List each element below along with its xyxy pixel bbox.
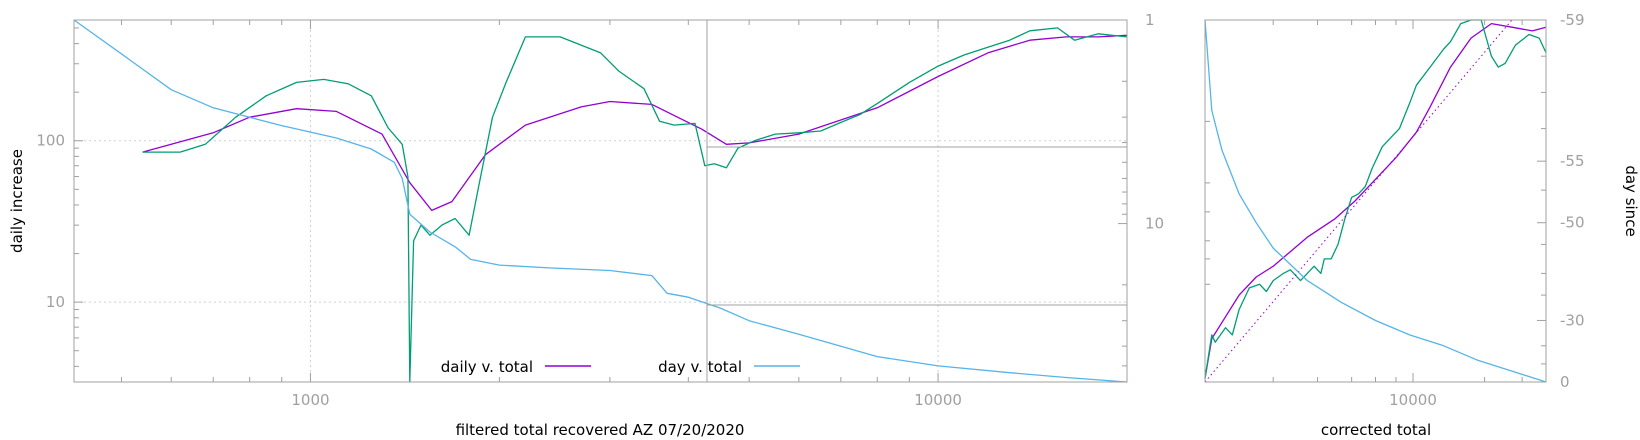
x-tick-label: 1000 (291, 391, 329, 409)
y2-tick-label: 1 (1145, 11, 1155, 29)
corrected-y2-tick-label: -55 (1560, 152, 1585, 170)
corrected-chart-ticks (1205, 19, 1546, 383)
main-chart-tick-labels: 1000 10000 100 10 1 10 (36, 11, 1164, 409)
corrected-y2-tick-label: -59 (1560, 11, 1585, 29)
main-y-axis-label: daily increase (8, 149, 26, 253)
corrected-y2-tick-label: -30 (1560, 311, 1585, 329)
main-chart-grid (74, 20, 1127, 382)
main-chart-series (73, 19, 1128, 383)
daily-v-total-fit-line (142, 34, 1128, 212)
legend-label-day: day v. total (658, 358, 742, 376)
corrected-y2-tick-label: -50 (1560, 214, 1585, 232)
y2-tick-label: 10 (1145, 215, 1164, 233)
corrected-chart-frame (1204, 19, 1547, 383)
corrected-day-line (1204, 19, 1547, 383)
corrected-chart-series (1204, 19, 1547, 383)
y-tick-label: 10 (46, 293, 65, 311)
x-tick-label: 10000 (914, 391, 962, 409)
main-chart-panel: 1000 10000 100 10 1 10 daily v. total day v. … (8, 11, 1164, 439)
main-chart-frame (73, 19, 1128, 383)
corrected-chart-tick-labels: 10000 -59 -55 -50 -30 0 (1389, 11, 1584, 409)
daily-v-total-raw-line (142, 27, 1128, 383)
main-chart-guide-lines (706, 20, 1127, 382)
main-x-axis-label: filtered total recovered AZ 07/20/2020 (456, 421, 745, 439)
corrected-y2-tick-label: 0 (1560, 373, 1570, 391)
legend: daily v. total day v. total (441, 358, 800, 376)
legend-label-daily: daily v. total (441, 358, 533, 376)
corrected-x-axis-label: corrected total (1321, 421, 1431, 439)
corrected-fit-line (1204, 22, 1547, 379)
corrected-chart-panel: 10000 -59 -55 -50 -30 0 corrected total day s… (1204, 11, 1640, 439)
day-v-total-line (73, 19, 1128, 383)
corrected-x-tick-label: 10000 (1389, 391, 1437, 409)
corrected-trend-line (1204, 19, 1513, 383)
main-chart-ticks (74, 19, 1128, 383)
corrected-raw-line (1204, 19, 1547, 379)
y-tick-label: 100 (36, 132, 65, 150)
corrected-y2-axis-label: day since (1622, 165, 1640, 236)
